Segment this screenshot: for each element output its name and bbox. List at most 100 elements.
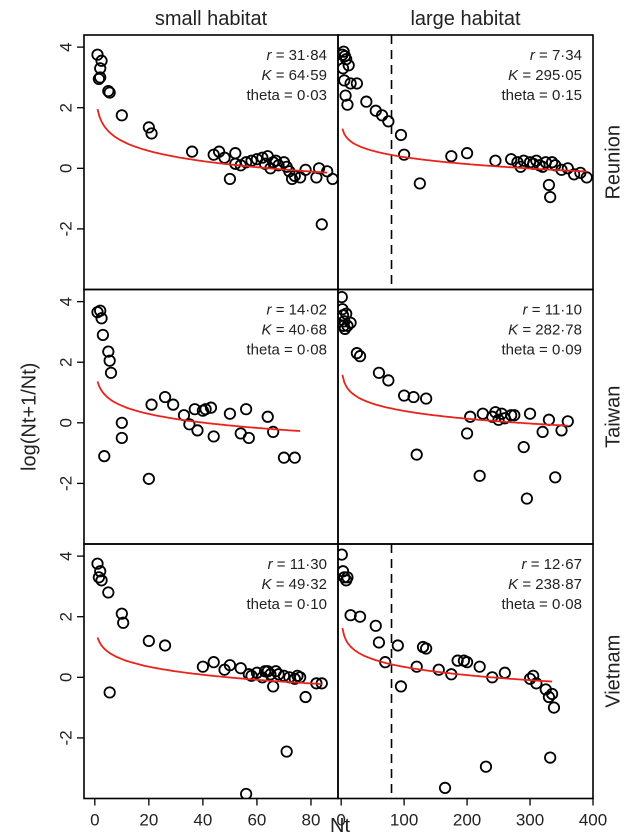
fit-curve bbox=[96, 637, 322, 685]
panel-taiwan-large: r = 11·10 K = 282·78 theta = 0·09 bbox=[337, 288, 594, 545]
data-point bbox=[142, 121, 155, 134]
data-point bbox=[91, 557, 104, 570]
data-point bbox=[460, 427, 474, 440]
stat-theta: theta = 0·08 bbox=[502, 596, 582, 613]
points bbox=[338, 290, 574, 505]
data-point bbox=[338, 548, 348, 561]
data-point bbox=[229, 147, 242, 160]
data-point bbox=[142, 472, 155, 485]
data-point bbox=[410, 448, 423, 461]
stat-k: K = 64·59 bbox=[262, 67, 327, 84]
stat-r: r = 14·02 bbox=[267, 302, 327, 319]
data-point bbox=[489, 154, 502, 167]
y-axis-label: log(Nt+1/Nt) bbox=[18, 363, 40, 471]
data-point bbox=[498, 666, 511, 679]
data-point bbox=[299, 163, 312, 176]
data-point bbox=[360, 95, 373, 108]
data-point bbox=[223, 659, 237, 672]
data-point bbox=[473, 660, 486, 673]
data-point bbox=[479, 760, 493, 773]
data-point bbox=[204, 401, 218, 414]
data-point bbox=[350, 347, 363, 360]
data-point bbox=[115, 431, 128, 445]
data-point bbox=[240, 156, 253, 169]
stat-r: r = 11·10 bbox=[523, 302, 582, 319]
y-tick-label: 0 bbox=[56, 164, 75, 173]
y-tick-label: 4 bbox=[56, 551, 75, 560]
y-tick-label: 2 bbox=[56, 103, 75, 112]
data-point bbox=[167, 398, 180, 411]
y-tick-label: -2 bbox=[56, 730, 75, 745]
data-point bbox=[102, 586, 115, 599]
data-point bbox=[460, 147, 474, 160]
data-point bbox=[234, 662, 247, 675]
data-point bbox=[103, 86, 116, 99]
data-point bbox=[407, 390, 420, 404]
data-point bbox=[117, 616, 130, 629]
data-point bbox=[312, 162, 326, 175]
fit-curve bbox=[96, 108, 328, 174]
data-point bbox=[382, 374, 395, 387]
y-tick-label: 2 bbox=[56, 357, 75, 366]
data-point bbox=[267, 680, 280, 693]
fit-curve bbox=[341, 128, 587, 173]
data-point bbox=[410, 660, 423, 673]
row-titles: Reunion Taiwan Vietnam bbox=[602, 125, 624, 708]
data-point bbox=[158, 639, 172, 652]
data-point bbox=[256, 151, 269, 164]
stat-theta: theta = 0·08 bbox=[247, 342, 327, 359]
data-point bbox=[544, 751, 557, 764]
data-point bbox=[420, 642, 433, 655]
data-point bbox=[207, 430, 220, 443]
data-point bbox=[199, 403, 212, 416]
x-tick-label: 100 bbox=[390, 811, 418, 830]
data-point bbox=[341, 571, 354, 584]
data-point bbox=[536, 425, 549, 438]
data-point bbox=[95, 312, 108, 325]
data-point bbox=[115, 109, 128, 122]
data-point bbox=[382, 115, 395, 128]
stat-theta: theta = 0·03 bbox=[247, 87, 327, 104]
y-tick-label: 4 bbox=[56, 42, 75, 51]
data-point bbox=[561, 162, 574, 175]
data-point bbox=[242, 431, 255, 445]
data-point bbox=[460, 656, 474, 669]
data-point bbox=[568, 168, 581, 181]
data-point bbox=[315, 218, 328, 231]
data-point bbox=[473, 469, 486, 482]
data-point bbox=[489, 406, 502, 419]
data-point bbox=[145, 398, 158, 411]
data-point bbox=[372, 636, 386, 649]
points bbox=[91, 557, 328, 799]
data-point bbox=[92, 571, 105, 584]
data-point bbox=[338, 74, 351, 87]
data-point bbox=[542, 178, 556, 192]
stat-r: r = 31·84 bbox=[267, 47, 327, 64]
y-tick-label: 2 bbox=[56, 612, 75, 621]
data-point bbox=[95, 54, 108, 67]
data-point bbox=[102, 84, 115, 98]
data-point bbox=[94, 304, 107, 317]
data-point bbox=[92, 72, 105, 86]
data-point bbox=[288, 451, 301, 464]
data-point bbox=[94, 565, 107, 578]
data-point bbox=[115, 416, 128, 429]
stat-r: r = 7·34 bbox=[530, 47, 582, 64]
data-point bbox=[267, 425, 280, 438]
x-tick-label: 60 bbox=[247, 811, 266, 830]
stat-k: K = 238·87 bbox=[508, 576, 582, 593]
panel-reunion-large: r = 7·34 K = 295·05 theta = 0·15 bbox=[337, 34, 594, 291]
data-point bbox=[341, 98, 354, 111]
data-point bbox=[545, 156, 559, 169]
y-tick-label: 0 bbox=[56, 673, 75, 682]
data-point bbox=[549, 471, 562, 484]
x-tick-label: 0 bbox=[90, 811, 99, 830]
col-title-large-habitat: large habitat bbox=[410, 8, 521, 30]
data-point bbox=[432, 663, 445, 676]
data-point bbox=[342, 59, 355, 72]
data-point bbox=[542, 690, 556, 704]
data-point bbox=[240, 787, 253, 799]
data-point bbox=[544, 190, 557, 204]
data-point bbox=[547, 701, 561, 714]
